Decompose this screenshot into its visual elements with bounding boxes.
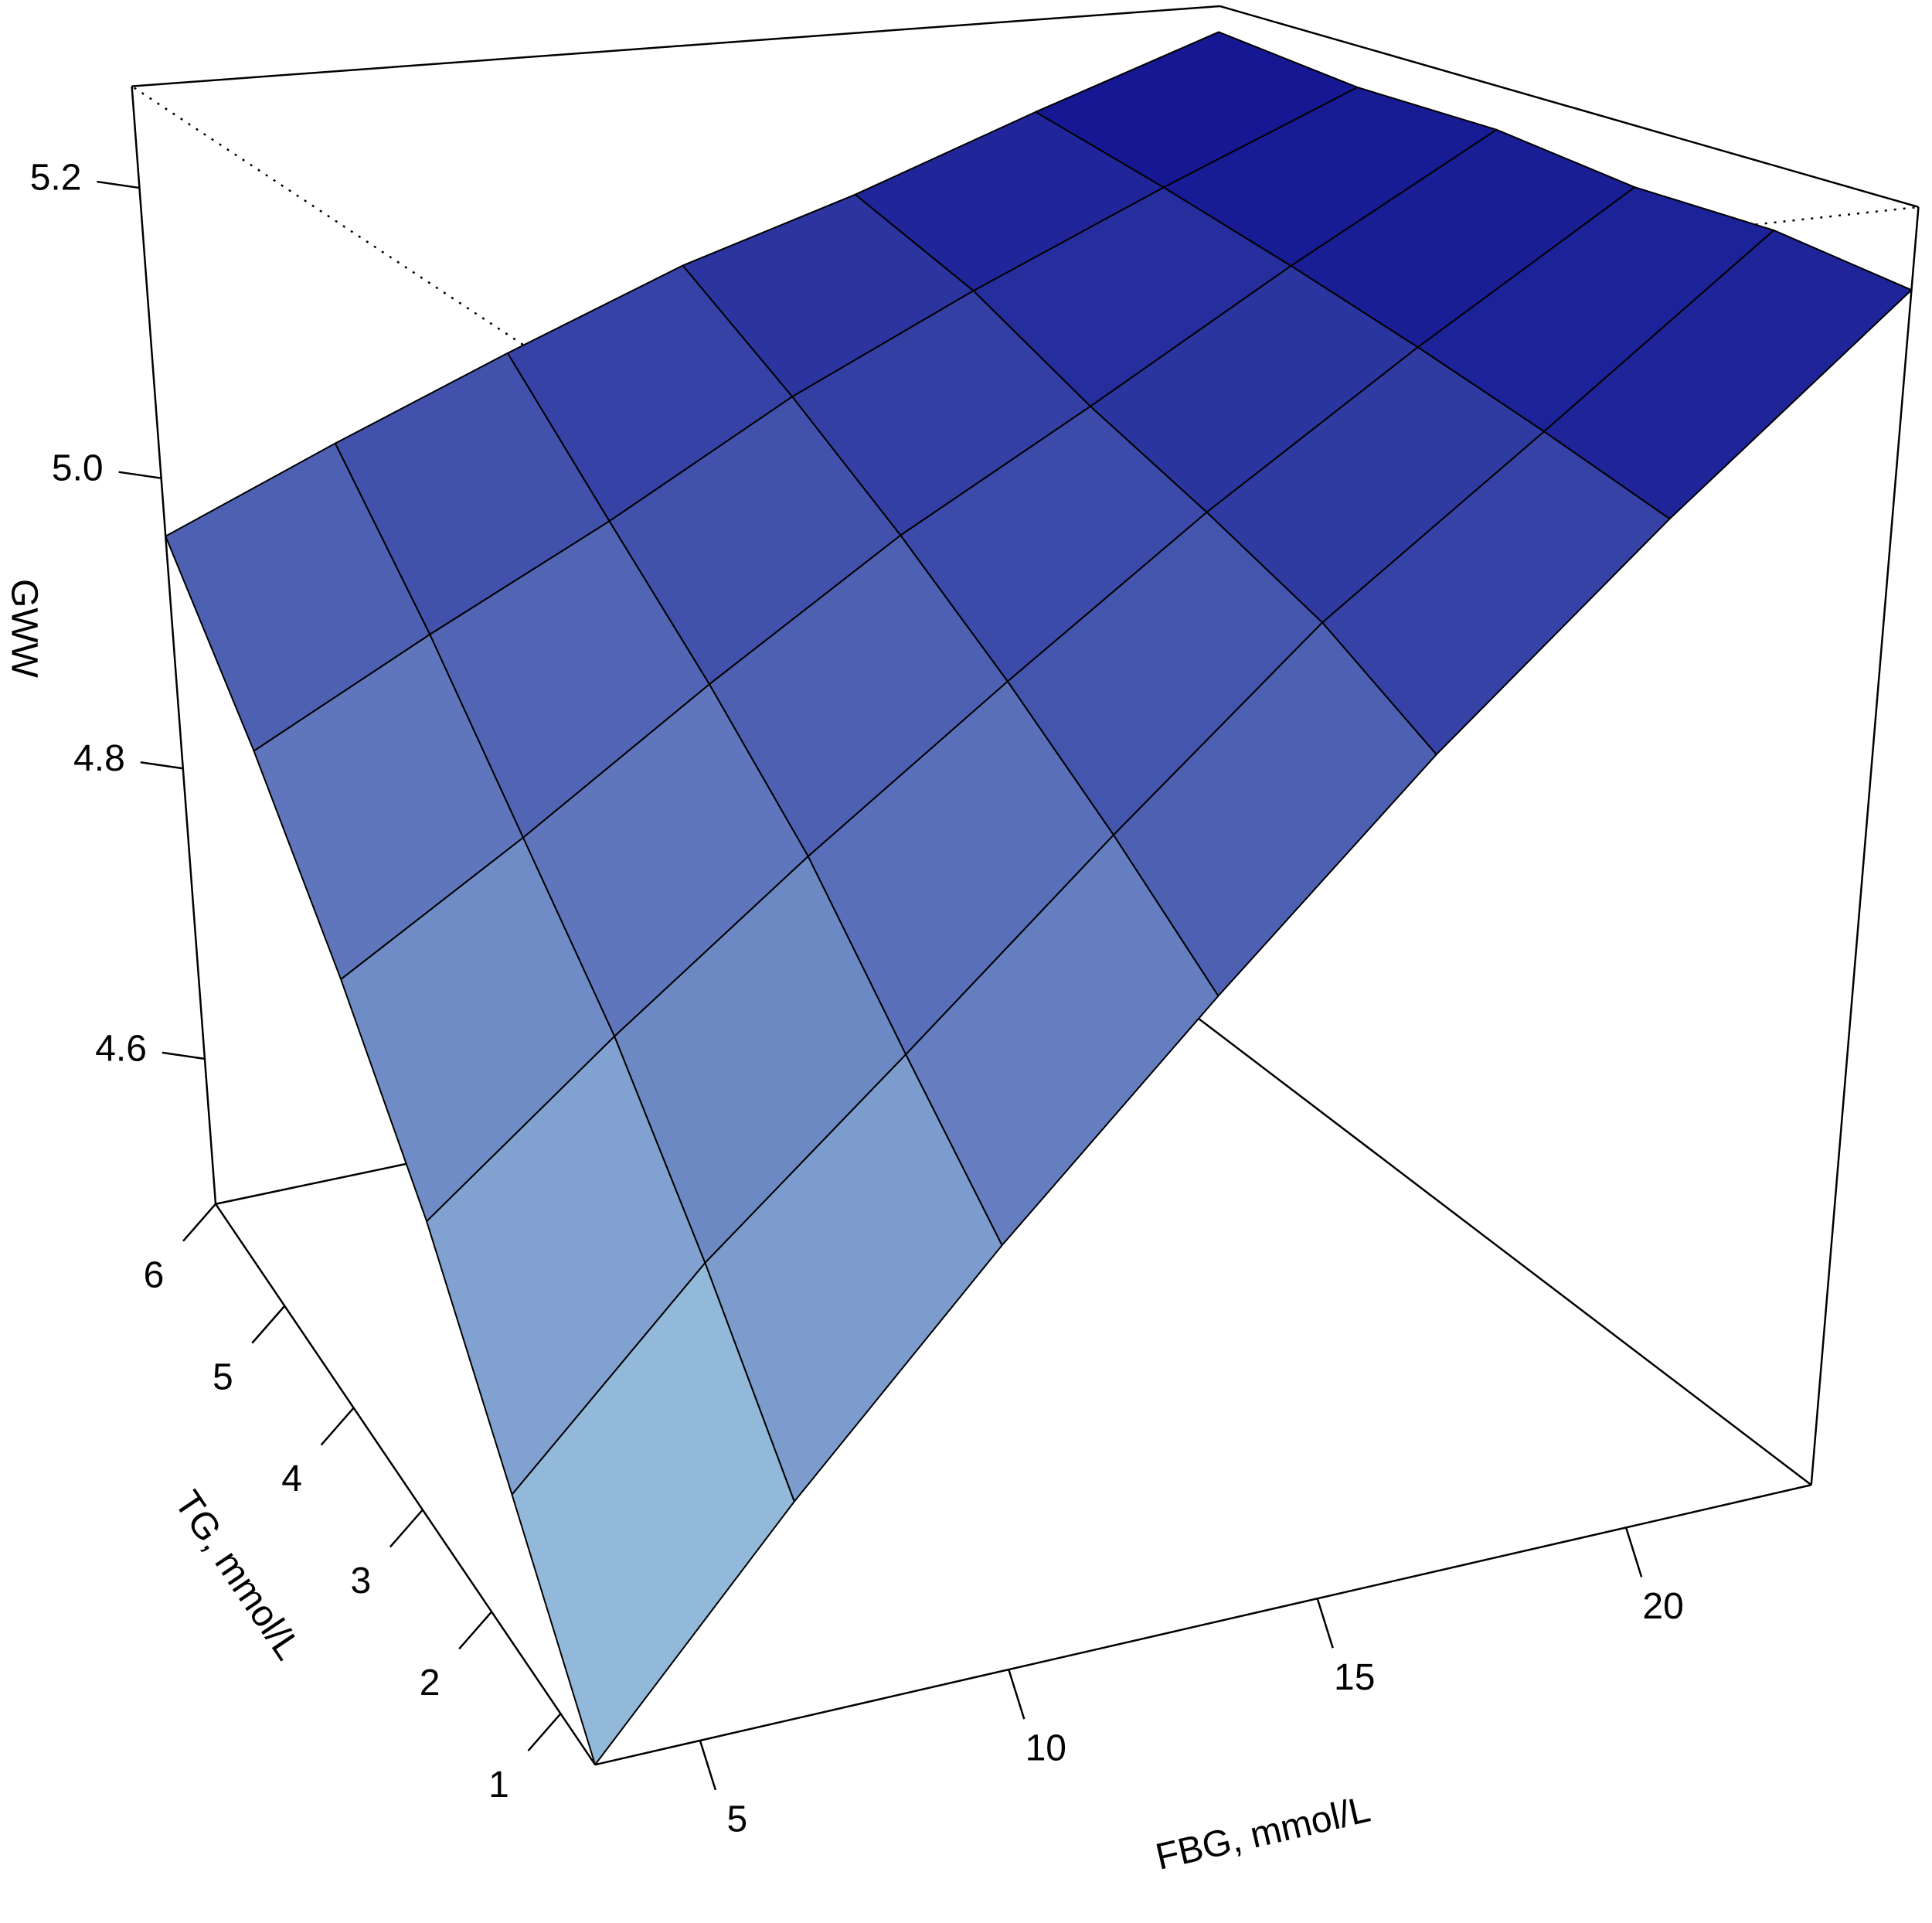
y-axis-title: TG, mmol/L xyxy=(166,1484,308,1667)
x-tick-label: 15 xyxy=(1334,1657,1375,1698)
y-tick xyxy=(320,1407,355,1446)
z-tick xyxy=(118,471,162,479)
y-tick xyxy=(182,1203,216,1242)
y-tick-label: 3 xyxy=(351,1561,372,1601)
box-edge xyxy=(131,5,1220,87)
z-tick xyxy=(140,761,183,770)
x-tick xyxy=(1624,1526,1643,1578)
surface-facet xyxy=(511,1261,795,1766)
y-tick xyxy=(458,1611,493,1650)
z-tick-label: 5.0 xyxy=(52,448,104,488)
z-axis-title: GWW xyxy=(3,579,44,679)
z-tick-label: 4.6 xyxy=(95,1029,147,1070)
x-tick-label: 5 xyxy=(727,1799,748,1840)
z-tick xyxy=(162,1051,206,1060)
y-tick-label: 6 xyxy=(144,1254,165,1295)
box-edge xyxy=(131,85,539,356)
y-tick xyxy=(251,1305,286,1344)
z-tick-label: 4.8 xyxy=(73,738,125,779)
y-tick-label: 5 xyxy=(213,1356,233,1397)
x-tick-label: 20 xyxy=(1642,1586,1683,1627)
box-edge xyxy=(1175,1001,1812,1486)
z-tick-label: 5.2 xyxy=(30,158,82,199)
box-edge xyxy=(1219,5,1919,209)
box-edge xyxy=(131,86,217,1204)
x-tick-label: 10 xyxy=(1026,1728,1066,1769)
x-tick xyxy=(699,1740,717,1791)
y-tick xyxy=(527,1713,562,1752)
y-tick-label: 1 xyxy=(488,1765,509,1806)
y-tick-label: 2 xyxy=(420,1663,440,1703)
box-edge xyxy=(214,1203,597,1765)
box-edge xyxy=(594,1484,1812,1766)
y-tick xyxy=(389,1509,423,1548)
y-tick-label: 4 xyxy=(281,1458,302,1499)
z-tick xyxy=(97,180,140,189)
x-tick xyxy=(1008,1669,1026,1720)
x-axis-title: FBG, mmol/L xyxy=(1152,1789,1374,1878)
x-tick xyxy=(1316,1598,1334,1649)
box-edge xyxy=(1810,206,1920,1486)
